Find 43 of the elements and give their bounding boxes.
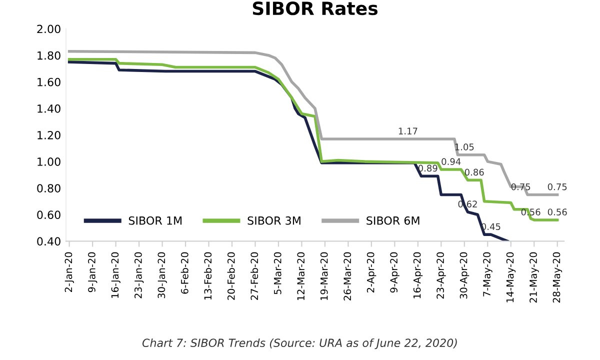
x-tick-label: 6-Feb-20 [180,252,188,294]
y-tick-label: 1.80 [38,51,60,60]
x-tick-label: 23-Jan-20 [134,252,144,298]
annotation: 0.75 [548,183,567,190]
y-tick-label: 0.80 [37,184,60,192]
y-tick-label: 1.40 [38,104,60,113]
caption: Chart 7: SIBOR Trends (Source: URA as of June 22, 2020) [142,338,457,350]
x-tick-label: 2-Jan-20 [64,252,74,292]
x-tick-label: 26-Mar-20 [344,252,352,300]
x-tick-label: 30-Apr-20 [460,252,470,299]
annotation: 1.05 [455,144,474,150]
x-tick-label: 2-Apr-20 [366,252,376,292]
x-tick-label: 23-Apr-20 [436,252,446,299]
x-tick-label: 16-Apr-20 [413,252,423,298]
x-tick-label: 19-Mar-20 [320,252,328,300]
x-tick-label: 13-Feb-20 [204,252,212,300]
y-tick-label: 1.00 [38,158,60,166]
legend-label: SIBOR 6M [366,216,420,225]
legend-label: SIBOR 1M [128,216,182,225]
x-tick-label: 30-Jan-20 [158,252,167,298]
chart-title: SIBOR Rates [252,2,378,16]
x-tick-label: 28-May-20 [552,252,562,303]
x-tick-label: 5-Mar-20 [274,252,282,294]
annotation: 0.86 [464,168,484,176]
x-tick-label: 16-Jan-20 [111,252,120,298]
y-tick-label: 2.00 [37,24,60,34]
y-tick-label: 0.40 [37,237,60,246]
x-tick-label: 9-Jan-20 [88,252,98,292]
y-tick-label: 0.60 [37,210,60,220]
annotation: 1.17 [398,128,418,134]
x-tick-label: 7-May-20 [483,252,492,296]
x-tick-label: 12-Mar-20 [297,252,305,300]
legend-label: SIBOR 3M [248,216,300,225]
x-tick-label: 14-May-20 [506,252,516,302]
y-tick-label: 1.20 [38,130,60,140]
x-tick-label: 27-Feb-20 [250,252,258,300]
x-tick-label: 20-Feb-20 [227,252,235,300]
annotation: 0.89 [418,164,438,172]
annotation: 0.94 [442,158,461,165]
x-tick-label: 9-Apr-20 [390,252,400,293]
x-tick-label: 21-May-20 [530,252,539,303]
annotation: 0.56 [548,208,567,216]
y-tick-label: 1.60 [38,78,60,86]
